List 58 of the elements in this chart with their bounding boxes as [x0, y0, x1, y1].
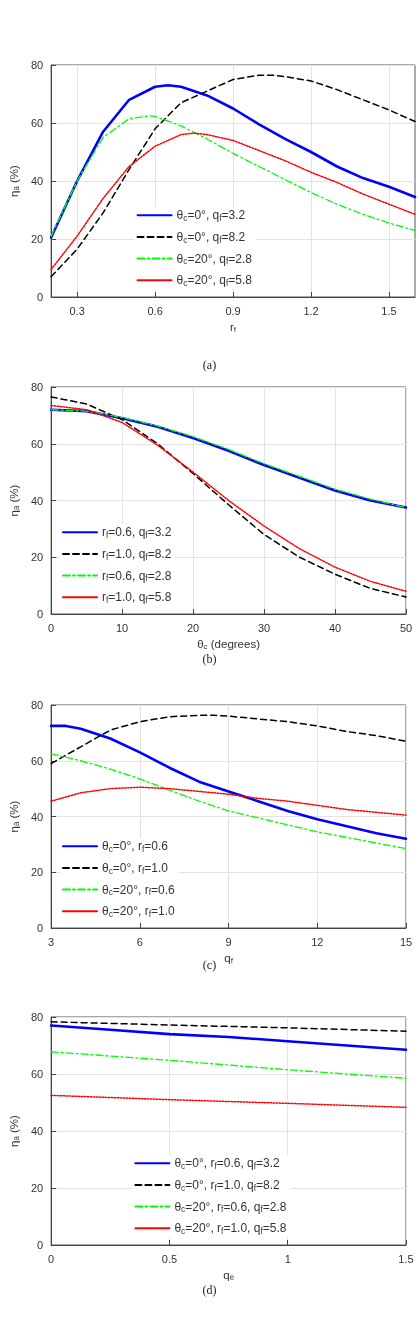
x-tick-label: 0	[48, 621, 55, 634]
line-series	[50, 1051, 407, 1079]
line-series	[50, 1094, 407, 1109]
x-tick-label: 6	[136, 935, 143, 948]
y-tick-label: 60	[30, 117, 44, 129]
line-series	[50, 1021, 407, 1032]
x-tick-label: 15	[399, 935, 413, 948]
x-tick-label: 0.9	[225, 304, 241, 317]
x-tick-label: 0.6	[147, 304, 163, 317]
y-tick-label: 80	[30, 1011, 44, 1023]
x-tick-label: 12	[311, 935, 324, 948]
x-tick-label: 20	[186, 621, 200, 634]
text: (a)	[202, 358, 217, 372]
y-tick-label: 20	[30, 233, 44, 245]
line-series	[50, 132, 416, 271]
x-tick-label: 0	[48, 1252, 55, 1265]
line-series	[49, 1024, 408, 1052]
text: (d)	[202, 1283, 217, 1297]
y-tick-label: 0	[37, 922, 44, 934]
text: (c)	[202, 958, 217, 972]
y-tick-label: 20	[30, 551, 44, 564]
text: (b)	[202, 652, 217, 666]
x-tick-label: 1	[284, 1252, 291, 1265]
y-tick-label: 40	[30, 175, 44, 187]
x-tick-label: 1.5	[398, 1252, 414, 1265]
y-tick-label: 0	[37, 1239, 44, 1251]
y-axis-title: ηₐ (%)	[8, 1114, 20, 1147]
x-tick-label: 0.3	[69, 304, 85, 317]
line-series	[49, 724, 408, 841]
y-tick-label: 0	[37, 608, 44, 620]
y-tick-label: 40	[30, 1125, 44, 1137]
line-series	[50, 714, 407, 765]
y-tick-label: 20	[30, 866, 44, 879]
x-tick-label: 9	[225, 935, 232, 948]
y-axis-title: ηₐ (%)	[8, 484, 20, 517]
y-tick-label: 80	[30, 699, 44, 711]
y-tick-label: 40	[30, 494, 44, 507]
y-tick-label: 80	[30, 381, 44, 393]
y-tick-label: 40	[30, 810, 44, 823]
x-tick-label: 30	[257, 621, 271, 634]
x-tick-label: 10	[115, 621, 129, 634]
x-tick-label: 0.5	[161, 1252, 178, 1265]
y-tick-label: 0	[37, 291, 44, 303]
x-tick-label: 1.5	[381, 304, 397, 317]
x-axis-title: qₑ	[223, 1268, 234, 1281]
x-tick-label: 50	[399, 621, 413, 634]
x-tick-label: 1.2	[303, 304, 319, 317]
line-series	[50, 786, 407, 816]
y-axis-title: ηₐ (%)	[8, 164, 20, 197]
y-tick-label: 60	[30, 754, 44, 767]
y-axis-title: ηₐ (%)	[8, 800, 20, 833]
y-tick-label: 60	[30, 437, 44, 450]
x-tick-label: 3	[48, 935, 55, 948]
line-series	[50, 753, 407, 850]
y-tick-label: 80	[30, 59, 44, 71]
y-tick-label: 60	[30, 1068, 44, 1080]
x-tick-label: 40	[328, 621, 342, 634]
y-tick-label: 20	[30, 1182, 44, 1194]
